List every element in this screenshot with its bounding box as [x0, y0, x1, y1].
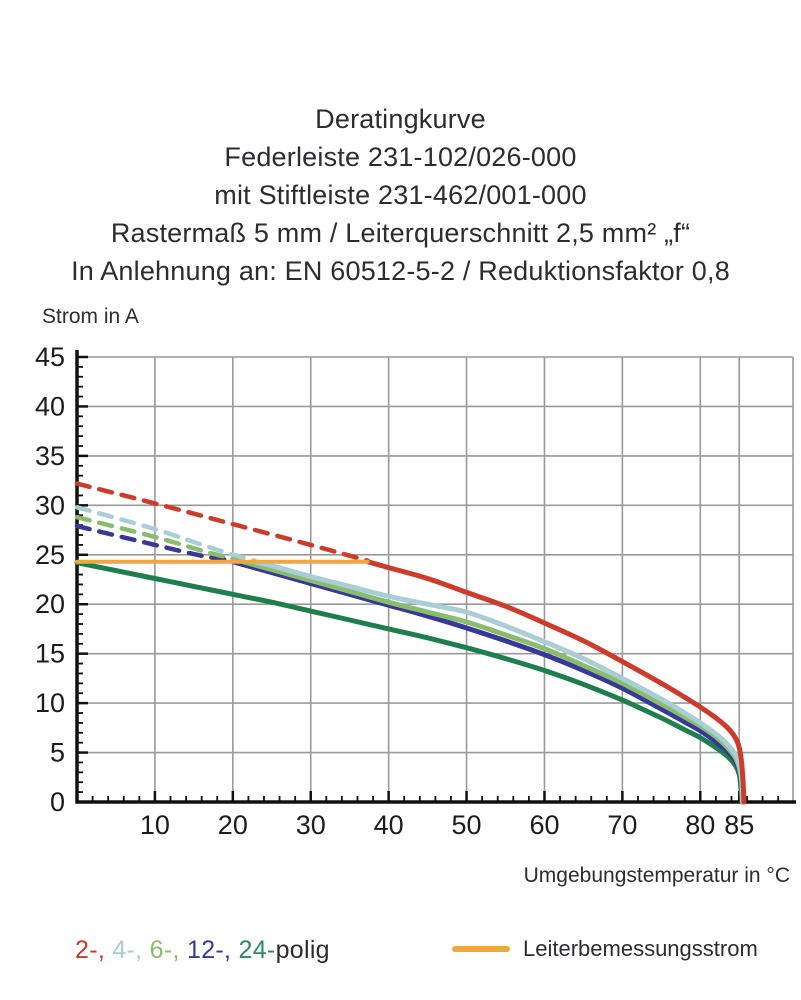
y-tick-label: 45 [35, 342, 65, 372]
poles-legend: 2-, 4-, 6-, 12-, 24-polig [75, 936, 330, 965]
series-polig-2-grenz [74, 481, 370, 563]
x-tick-label: 60 [529, 810, 559, 840]
poles-legend-item: 12-, [186, 936, 239, 964]
x-tick-label: 85 [724, 810, 754, 840]
x-tick-label: 30 [296, 810, 326, 840]
title-line-3: mit Stiftleiste 231-462/001-000 [214, 180, 587, 210]
y-tick-label: 20 [35, 589, 65, 619]
rated-current-legend: Leiterbemessungsstrom [452, 936, 758, 962]
series-polig-12-grenz [74, 523, 236, 563]
x-tick-label: 40 [374, 810, 404, 840]
x-tick-label: 80 [685, 810, 715, 840]
series-polig-4-grenz [74, 505, 257, 563]
chart-title: Deratingkurve Federleiste 231-102/026-00… [0, 100, 801, 290]
y-tick-label: 40 [35, 391, 65, 421]
y-tick-label: 15 [35, 639, 65, 669]
x-tick-label: 10 [140, 810, 170, 840]
series-polig-4 [252, 559, 746, 805]
x-tick-label: 20 [218, 810, 248, 840]
y-tick-label: 30 [35, 490, 65, 520]
title-line-4: Rastermaß 5 mm / Leiterquerschnitt 2,5 m… [110, 218, 691, 248]
poles-legend-item: 4-, [112, 936, 150, 964]
poles-legend-item: polig [275, 936, 330, 964]
poles-legend-item: 24- [238, 936, 276, 964]
rated-current-label: Leiterbemessungsstrom [523, 936, 758, 961]
poles-legend-item: 2-, [75, 936, 113, 964]
title-line-5: In Anlehnung an: EN 60512-5-2 / Reduktio… [71, 256, 730, 286]
series-polig-24 [74, 560, 745, 805]
poles-legend-item: 6-, [149, 936, 187, 964]
x-tick-label: 70 [607, 810, 637, 840]
rated-current-line-swatch [452, 946, 510, 952]
y-tick-label: 35 [35, 441, 65, 471]
y-tick-label: 5 [50, 738, 65, 768]
derating-chart-canvas: 10 20 30 40 50 60 70 80 85 0 5 10 15 20 25 30 35 40 45 [35, 342, 796, 840]
x-tick-label: 50 [452, 810, 482, 840]
x-axis-label: Umgebungstemperatur in °C [523, 864, 790, 887]
y-tick-label: 10 [35, 688, 65, 718]
series-polig-6 [240, 559, 745, 805]
y-tick-label: 0 [50, 787, 65, 817]
title-line-1: Deratingkurve [315, 104, 486, 134]
series-polig-2 [365, 559, 747, 805]
y-tick-label: 25 [35, 540, 65, 570]
series-polig-6-grenz [74, 514, 246, 563]
title-line-2: Federleiste 231-102/026-000 [224, 142, 577, 172]
y-axis-label: Strom in A [42, 305, 139, 328]
